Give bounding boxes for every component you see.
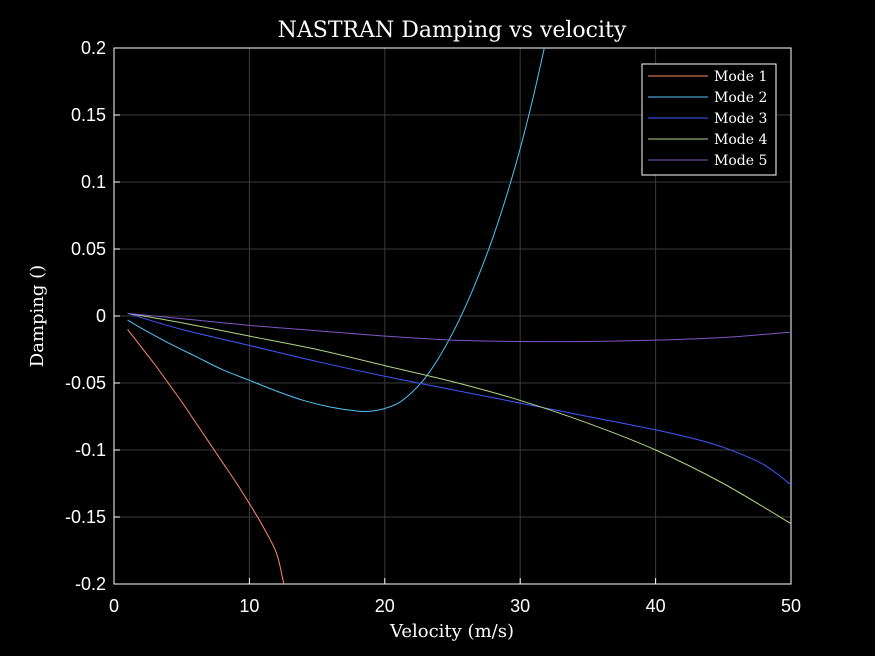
legend: Mode 1 Mode 2 Mode 3 Mode 4 Mode 5 — [641, 63, 777, 176]
series-line-mode-4 — [127, 312, 791, 525]
series-lines — [127, 48, 791, 584]
legend-label: Mode 3 — [714, 111, 767, 127]
legend-label: Mode 2 — [714, 90, 767, 106]
x-tick-label: 10 — [239, 596, 259, 616]
y-axis-label: Damping () — [27, 265, 48, 367]
axis-ticks: 0 10 20 30 40 50 -0.2 -0.15 -0.1 -0.05 0 0.05 0.1 0.1… — [65, 38, 801, 616]
x-tick-label: 0 — [109, 596, 119, 616]
x-tick-label: 50 — [781, 596, 801, 616]
y-tick-label: 0 — [96, 306, 106, 326]
legend-label: Mode 1 — [714, 69, 767, 85]
y-tick-label: 0.05 — [71, 239, 106, 259]
y-tick-label: -0.2 — [75, 574, 106, 594]
series-line-mode-2 — [127, 48, 545, 413]
y-tick-label: -0.1 — [75, 440, 106, 460]
y-tick-label: 0.15 — [71, 105, 106, 125]
series-line-mode-1 — [127, 329, 285, 584]
x-axis-label: Velocity (m/s) — [389, 621, 514, 642]
chart-title: NASTRAN Damping vs velocity — [278, 18, 627, 43]
y-tick-label: 0.2 — [81, 38, 106, 58]
series-clip-group — [127, 48, 791, 584]
x-tick-label: 30 — [510, 596, 530, 616]
series-line-mode-3 — [127, 312, 791, 486]
y-tick-label: -0.05 — [65, 373, 106, 393]
series-line-mode-5 — [127, 312, 791, 343]
y-tick-label: -0.15 — [65, 507, 106, 527]
legend-label: Mode 5 — [714, 153, 767, 169]
x-tick-label: 40 — [646, 596, 666, 616]
legend-box — [641, 63, 777, 176]
legend-label: Mode 4 — [714, 132, 767, 148]
y-tick-label: 0.1 — [81, 172, 106, 192]
x-tick-label: 20 — [375, 596, 395, 616]
